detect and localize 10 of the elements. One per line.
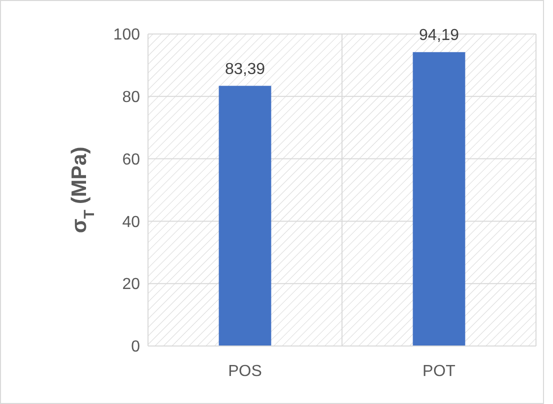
data-label: 94,19	[418, 27, 460, 44]
x-tick-label: POT	[422, 363, 456, 380]
y-tick-label: 20	[122, 276, 140, 294]
y-tick-label: 80	[122, 89, 140, 106]
x-tick-label: POS	[228, 363, 262, 380]
data-label: 83,39	[224, 60, 266, 78]
y-tick-label: 40	[122, 214, 140, 231]
y-tick-label: 100	[113, 26, 140, 44]
y-tick-label: 60	[122, 151, 140, 168]
y-tick-label: 0	[131, 338, 140, 356]
